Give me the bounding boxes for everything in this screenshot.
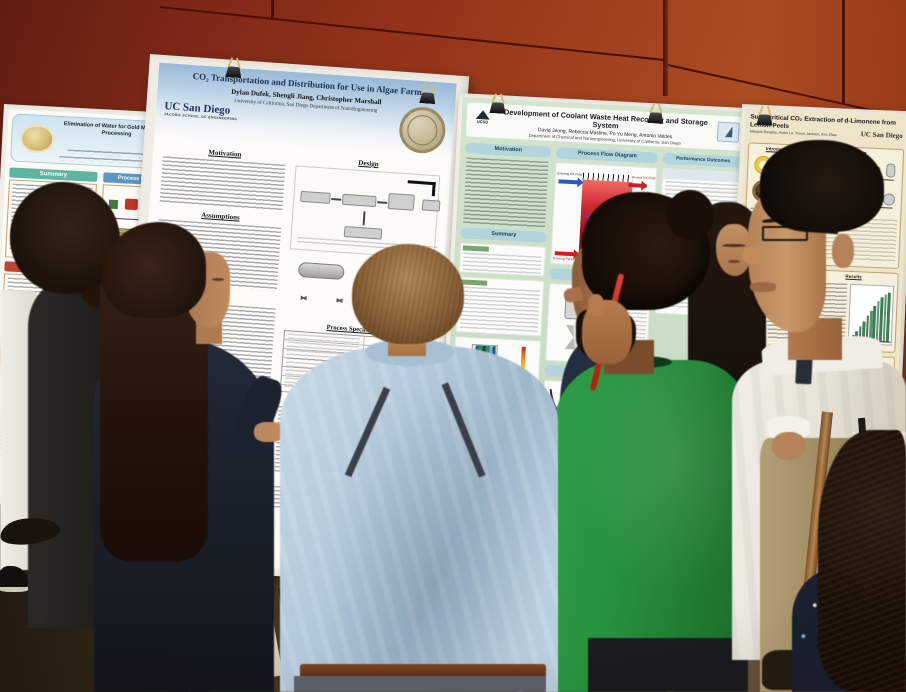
gold-seal-logo: [19, 123, 55, 154]
diagram-line: [331, 198, 342, 201]
seal-inner-ring: [406, 114, 439, 147]
coolant-section-summary: Summary: [460, 227, 548, 243]
belt: [300, 664, 546, 678]
sail-glyph: [724, 125, 733, 138]
sneaker-sole: [0, 587, 28, 592]
person-long-hair: [92, 222, 302, 692]
diagram-box: [422, 199, 441, 212]
sneaker: [0, 566, 28, 592]
person-hand: [772, 432, 806, 460]
person-hand: [254, 422, 284, 442]
person-ear: [832, 234, 854, 268]
person-lips: [750, 282, 776, 292]
person-pants-gray: [294, 676, 546, 692]
wall-pipe: [663, 0, 668, 96]
arrow-blue-in-head: [577, 177, 590, 188]
person-finger: [588, 294, 604, 316]
person-mouth: [728, 260, 740, 263]
coolant-section-process-flow: Process Flow Diagram: [556, 147, 659, 164]
person-hair-blond: [352, 244, 464, 344]
hx-label-entering: Entering HX Fluid: [557, 171, 583, 177]
person-hair-bun: [666, 190, 714, 240]
arrow-blue-in: [558, 179, 579, 185]
diagram-line: [362, 211, 366, 226]
person-shirt: [280, 346, 558, 692]
person-blue-shirt: [280, 244, 558, 692]
wall-seam: [159, 6, 666, 62]
diagram-box: [342, 193, 377, 208]
ucsd-wordmark: UC San Diego JACOBS SCHOOL OF ENGINEERIN…: [164, 100, 239, 123]
hx-label-heated: Heated HX Fluid: [631, 175, 656, 181]
ucsd-logo-text: UCSD: [476, 118, 489, 125]
arrow-red-out-head: [641, 180, 654, 192]
person-green-shirt: [548, 190, 748, 692]
person-pants: [588, 638, 748, 692]
diagram-box: [388, 193, 416, 211]
diagram-box: [343, 226, 383, 240]
coolant-section-motivation: Motivation: [464, 142, 552, 158]
person-eyes: [722, 244, 746, 247]
table-header-strip: [663, 168, 742, 182]
diagram-line: [377, 201, 388, 204]
person-hair-dark: [818, 430, 906, 692]
person-floral-top: [782, 420, 906, 692]
person-hair: [10, 182, 120, 294]
poster-text-block: [463, 157, 549, 228]
person-eyebrow: [212, 278, 224, 281]
wall-seam: [842, 0, 845, 103]
person-hair: [760, 140, 884, 232]
person-hair-top: [102, 222, 206, 318]
person-tee: [554, 360, 748, 692]
diagram-arrow: [432, 182, 437, 197]
sail-logo: [716, 121, 740, 143]
diagram-box: [300, 190, 332, 204]
wall-seam: [271, 0, 274, 19]
